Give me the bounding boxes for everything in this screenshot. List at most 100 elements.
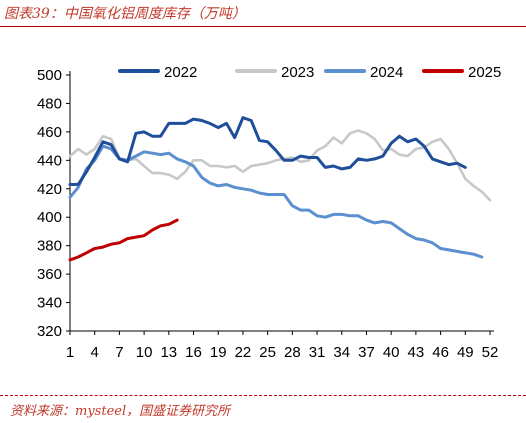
- data-point: [373, 138, 376, 140]
- data-point: [176, 178, 178, 180]
- data-point: [481, 256, 483, 258]
- data-point: [143, 234, 145, 237]
- x-tick-label: 4: [91, 344, 99, 361]
- data-point: [201, 176, 203, 179]
- data-point: [382, 220, 384, 223]
- legend-label-2025: 2025: [468, 64, 501, 81]
- data-point: [390, 222, 393, 224]
- data-point: [69, 155, 71, 157]
- data-point: [464, 178, 467, 180]
- data-point: [365, 219, 368, 221]
- data-point: [365, 132, 368, 135]
- series-line-2025: [68, 218, 179, 262]
- data-point: [406, 155, 409, 157]
- data-point: [102, 135, 104, 137]
- data-point: [192, 165, 195, 167]
- source-note: 资料来源：mysteel，国盛证券研究所: [10, 404, 231, 419]
- data-point: [69, 259, 71, 261]
- data-point: [398, 153, 401, 156]
- data-point: [135, 236, 137, 238]
- x-tick-label: 34: [333, 344, 350, 361]
- data-point: [439, 138, 442, 140]
- data-point: [176, 219, 178, 221]
- data-point: [299, 161, 302, 163]
- x-tick-label: 1: [66, 344, 74, 361]
- x-tick-label: 28: [284, 344, 301, 361]
- chart-legend: 2022 2023 2024 2025: [118, 64, 501, 81]
- y-tick-label: 340: [37, 295, 62, 312]
- data-point: [415, 237, 417, 240]
- series-line-2022: [68, 116, 467, 186]
- data-point: [168, 173, 170, 176]
- data-point: [192, 159, 195, 162]
- x-tick-label: 49: [457, 344, 474, 361]
- data-point: [168, 223, 170, 226]
- data-point: [332, 213, 335, 216]
- series-line-2024: [68, 144, 484, 259]
- data-point: [341, 213, 343, 216]
- x-tick-label: 37: [358, 344, 375, 361]
- data-point: [382, 149, 384, 152]
- chart-title: 图表39：中国氧化铝周度库存（万吨）: [4, 6, 246, 22]
- data-point: [135, 158, 137, 160]
- data-point: [135, 155, 137, 157]
- data-point: [110, 138, 112, 140]
- data-point: [110, 148, 112, 150]
- data-point: [456, 250, 458, 253]
- data-point: [406, 233, 409, 236]
- data-point: [448, 148, 450, 150]
- series-line-2023: [68, 129, 492, 202]
- data-point: [275, 159, 277, 162]
- data-point: [184, 161, 187, 163]
- data-point: [159, 225, 162, 227]
- y-tick-label: 460: [37, 124, 62, 141]
- data-point: [390, 148, 393, 150]
- data-point: [93, 148, 96, 150]
- x-tick-label: 10: [136, 344, 153, 361]
- data-point: [275, 193, 277, 196]
- x-tick-label: 25: [259, 344, 276, 361]
- x-tick-label: 40: [383, 344, 400, 361]
- x-tick-label: 19: [210, 344, 227, 361]
- data-point: [184, 170, 187, 173]
- data-point: [316, 215, 318, 217]
- data-point: [151, 172, 154, 174]
- data-point: [398, 227, 401, 230]
- data-point: [102, 246, 104, 248]
- y-tick-label: 400: [37, 209, 62, 226]
- data-point: [69, 196, 71, 199]
- legend-label-2024: 2024: [370, 64, 403, 81]
- x-tick-label: 31: [309, 344, 326, 361]
- source-divider: [0, 395, 526, 396]
- data-point: [77, 148, 79, 150]
- y-tick-label: 360: [37, 266, 62, 283]
- data-point: [93, 247, 96, 250]
- data-point: [209, 165, 211, 167]
- data-point: [266, 193, 269, 196]
- y-tick-label: 420: [37, 181, 62, 198]
- data-point: [110, 243, 112, 245]
- data-point: [283, 193, 285, 196]
- y-tick-label: 380: [37, 238, 62, 255]
- data-point: [176, 158, 178, 160]
- data-point: [126, 237, 129, 240]
- data-point: [431, 242, 434, 244]
- data-point: [489, 199, 491, 201]
- data-point: [143, 165, 145, 167]
- data-point: [341, 142, 343, 145]
- x-tick-label: 43: [408, 344, 425, 361]
- chart-axes: 320 340 360 380 400 420 440 460 480 500 1 4 7 10 13 16 1…: [37, 67, 498, 361]
- legend-label-2022: 2022: [164, 64, 197, 81]
- data-point: [415, 148, 417, 150]
- data-point: [85, 252, 88, 254]
- data-point: [357, 129, 360, 132]
- x-tick-label: 16: [185, 344, 202, 361]
- data-point: [349, 132, 351, 135]
- data-point: [217, 185, 219, 187]
- data-point: [357, 215, 360, 217]
- y-tick-label: 480: [37, 95, 62, 112]
- y-tick-label: 440: [37, 152, 62, 169]
- data-point: [324, 145, 327, 147]
- data-point: [291, 156, 294, 159]
- data-point: [233, 186, 236, 189]
